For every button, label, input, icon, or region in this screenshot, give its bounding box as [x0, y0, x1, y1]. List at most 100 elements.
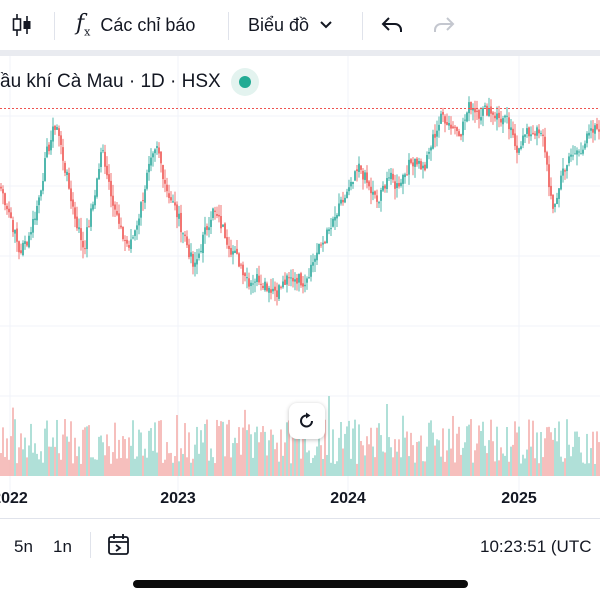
- volume-bar: [166, 442, 168, 476]
- candle-body: [562, 168, 564, 176]
- volume-bar: [134, 458, 136, 476]
- candle-body: [342, 199, 344, 203]
- candle-body: [476, 110, 478, 113]
- candle-body: [282, 281, 284, 288]
- volume-bar: [270, 429, 272, 476]
- price-chart[interactable]: [0, 56, 600, 518]
- candle-body: [30, 232, 32, 235]
- candle-body: [40, 190, 42, 197]
- candle-body: [534, 133, 536, 136]
- candle-body: [356, 169, 358, 172]
- volume-bar: [274, 449, 276, 476]
- volume-bar: [34, 443, 36, 476]
- toolbar-separator: [362, 12, 363, 40]
- volume-bar: [396, 451, 398, 476]
- volume-bar: [294, 422, 296, 476]
- candle-body: [364, 172, 366, 180]
- symbol-title[interactable]: ầu khí Cà Mau · 1D · HSX: [0, 71, 221, 92]
- range-5y-button[interactable]: 5n: [14, 537, 33, 556]
- candle-body: [64, 162, 66, 173]
- volume-bar: [510, 446, 512, 476]
- candle-body: [500, 118, 502, 123]
- candle-body: [410, 159, 412, 163]
- candle-body: [50, 140, 52, 151]
- candle-body: [212, 208, 214, 218]
- candle-body: [242, 264, 244, 276]
- candle-body: [250, 282, 252, 287]
- volume-bar: [478, 425, 480, 476]
- candle-body: [128, 245, 130, 248]
- range-1y-button[interactable]: 1n: [53, 537, 72, 556]
- volume-bar: [402, 415, 404, 476]
- toolbar-separator: [228, 12, 229, 40]
- volume-bar: [398, 439, 400, 476]
- volume-bar: [524, 458, 526, 476]
- candle-body: [202, 234, 204, 254]
- volume-bar: [228, 419, 230, 476]
- candle-body: [554, 203, 556, 207]
- candle-body: [440, 113, 442, 124]
- volume-bar: [488, 440, 490, 476]
- volume-bar: [98, 436, 100, 476]
- candle-body: [306, 278, 308, 283]
- candle-body: [68, 172, 70, 189]
- volume-bar: [490, 419, 492, 476]
- candle-body: [324, 241, 326, 244]
- candle-body: [0, 186, 2, 189]
- chart-type-label: Biểu đồ: [248, 14, 310, 35]
- volume-bar: [58, 453, 60, 476]
- volume-bar: [132, 420, 134, 476]
- volume-bar: [484, 445, 486, 476]
- candle-body: [556, 197, 558, 205]
- candle-body: [592, 128, 594, 133]
- volume-bar: [292, 424, 294, 476]
- redo-button[interactable]: [432, 0, 456, 50]
- candle-body: [28, 235, 30, 248]
- candle-body: [84, 248, 86, 250]
- candle-body: [466, 112, 468, 122]
- volume-bar: [66, 436, 68, 476]
- market-status-indicator[interactable]: [230, 68, 259, 96]
- volume-bar: [544, 438, 546, 476]
- volume-bar: [318, 419, 320, 476]
- candle-body: [290, 277, 292, 279]
- volume-bar: [174, 456, 176, 476]
- candle-body: [376, 195, 378, 202]
- volume-bar: [580, 452, 582, 476]
- volume-bar: [30, 423, 32, 476]
- reset-chart-button[interactable]: [289, 403, 325, 439]
- volume-bar: [448, 428, 450, 476]
- goto-date-button[interactable]: [106, 532, 134, 558]
- candle-body: [328, 229, 330, 231]
- volume-bar: [244, 409, 246, 476]
- candle-body: [480, 117, 482, 121]
- volume-bar: [426, 446, 428, 476]
- candle-body: [394, 181, 396, 189]
- candle-body: [292, 277, 294, 282]
- volume-bar: [404, 437, 406, 476]
- candle-body: [104, 151, 106, 167]
- volume-bar: [100, 435, 102, 476]
- volume-bar: [394, 439, 396, 476]
- undo-button[interactable]: [380, 0, 404, 50]
- indicators-label: Các chỉ báo: [100, 14, 196, 35]
- volume-bar: [54, 446, 56, 476]
- candlestick-icon[interactable]: [10, 0, 38, 50]
- chart-area[interactable]: [0, 56, 600, 518]
- volume-bar: [78, 446, 80, 476]
- volume-bar: [8, 459, 10, 476]
- toolbar-divider: [0, 50, 600, 56]
- candle-body: [530, 134, 532, 137]
- candle-body: [268, 287, 270, 293]
- candle-body: [204, 227, 206, 235]
- indicators-button[interactable]: fx Các chỉ báo: [76, 0, 195, 50]
- chart-type-button[interactable]: Biểu đồ: [248, 0, 333, 50]
- candle-body: [352, 181, 354, 185]
- volume-bar: [506, 427, 508, 476]
- volume-bar: [594, 463, 596, 476]
- volume-bar: [440, 456, 442, 476]
- volume-bar: [568, 444, 570, 476]
- clock-timezone[interactable]: 10:23:51 (UTC: [480, 537, 592, 556]
- candle-body: [278, 285, 280, 299]
- candle-body: [382, 185, 384, 191]
